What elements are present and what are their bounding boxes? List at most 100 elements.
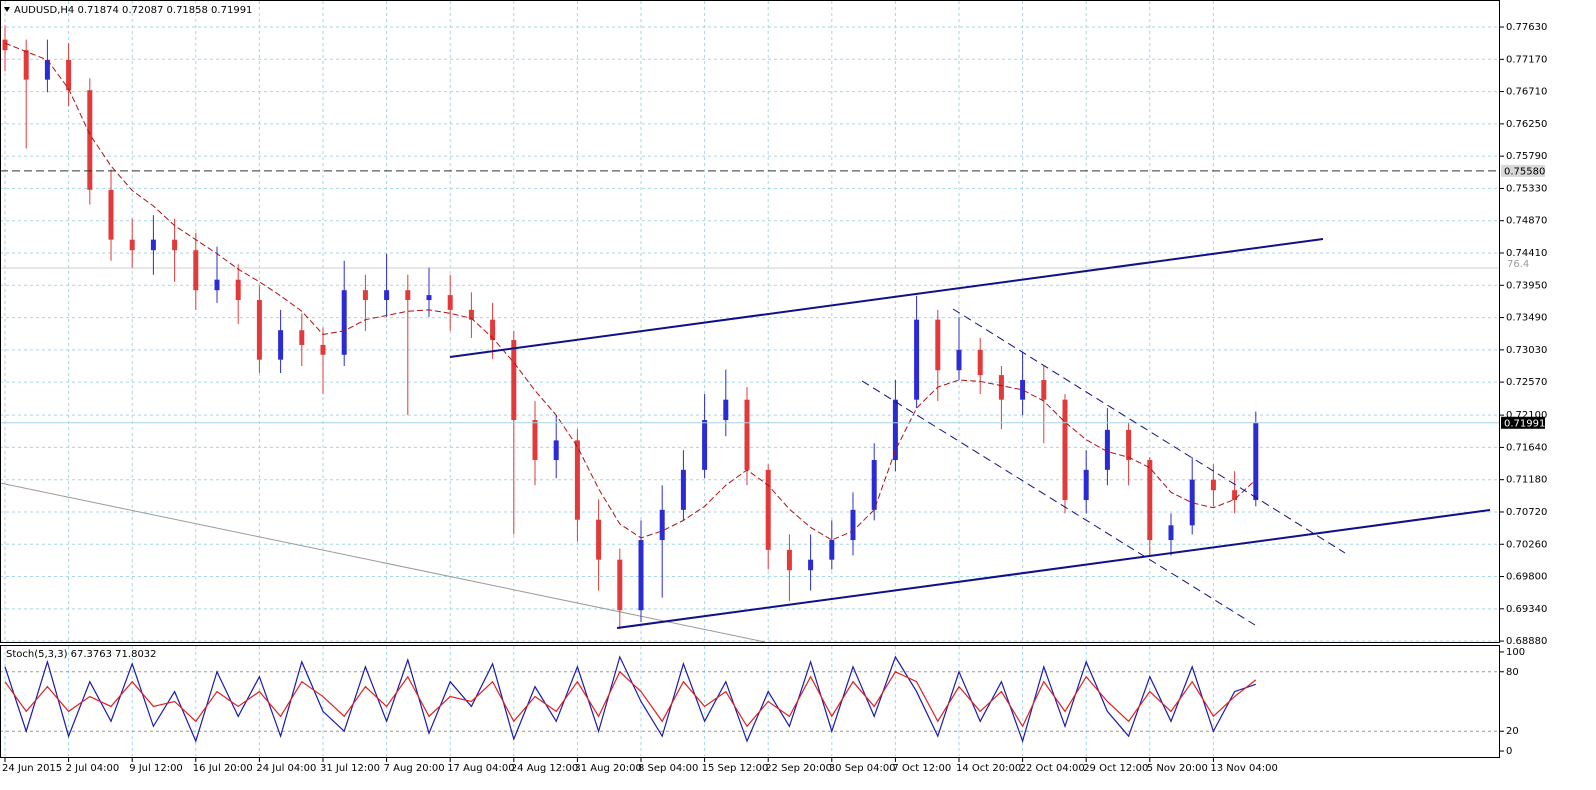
y-tick-label: 0.70260 bbox=[1506, 539, 1547, 550]
candle-body bbox=[1020, 380, 1026, 400]
candle-body bbox=[914, 319, 920, 400]
x-tick-label: 22 Sep 20:00 bbox=[765, 763, 832, 774]
x-tick-label: 7 Aug 20:00 bbox=[384, 763, 445, 774]
candle-body bbox=[193, 250, 199, 291]
y-tick-label: 0.72100 bbox=[1506, 410, 1547, 421]
x-tick-label: 7 Oct 12:00 bbox=[892, 763, 951, 774]
y-tick-label: 0.72570 bbox=[1506, 377, 1547, 388]
x-tick-label: 9 Jul 12:00 bbox=[129, 763, 183, 774]
candle-body bbox=[1253, 422, 1259, 501]
candle-body bbox=[87, 90, 93, 190]
candle-body bbox=[299, 330, 305, 345]
y-tick-label: 0.77170 bbox=[1506, 54, 1547, 65]
x-tick-label: 29 Oct 12:00 bbox=[1083, 763, 1148, 774]
candle-body bbox=[362, 290, 368, 301]
y-tick-label: 0.71180 bbox=[1506, 475, 1547, 486]
candle-body bbox=[1041, 380, 1047, 400]
price-label: 0.75580 bbox=[1504, 166, 1545, 177]
candle-body bbox=[490, 319, 496, 341]
candle-body bbox=[426, 295, 432, 301]
trend-line bbox=[0, 482, 766, 643]
y-tick-label: 0.75790 bbox=[1506, 151, 1547, 162]
candle-body bbox=[150, 239, 156, 251]
candle-body bbox=[447, 295, 453, 310]
x-tick-label: 5 Nov 20:00 bbox=[1147, 763, 1208, 774]
x-tick-label: 31 Aug 20:00 bbox=[574, 763, 641, 774]
candle-body bbox=[1062, 399, 1068, 501]
x-tick-label: 15 Sep 12:00 bbox=[702, 763, 769, 774]
candle-body bbox=[1126, 429, 1132, 461]
candle-body bbox=[23, 50, 29, 80]
candle-body bbox=[2, 39, 8, 51]
candle-body bbox=[1083, 469, 1089, 501]
x-tick-label: 22 Oct 04:00 bbox=[1020, 763, 1085, 774]
candle-body bbox=[956, 349, 962, 371]
candle-body bbox=[278, 330, 284, 360]
candle-body bbox=[702, 420, 708, 470]
candle-body bbox=[765, 469, 771, 550]
price-label-box bbox=[1501, 416, 1545, 429]
y-tick-label: 0.75330 bbox=[1506, 183, 1547, 194]
y-tick-label: 0.74870 bbox=[1506, 216, 1547, 227]
candle-body bbox=[172, 239, 178, 251]
y-tick-label: 0.69340 bbox=[1506, 604, 1547, 615]
x-tick-label: 14 Oct 20:00 bbox=[956, 763, 1021, 774]
y-tick-label: 0.73030 bbox=[1506, 345, 1547, 356]
y-tick-label: 0.69800 bbox=[1506, 572, 1547, 583]
candle-body bbox=[935, 319, 941, 371]
main-frame bbox=[0, 0, 1500, 643]
candle-body bbox=[320, 344, 326, 355]
x-tick-label: 16 Jul 20:00 bbox=[193, 763, 253, 774]
candle-body bbox=[1189, 479, 1195, 526]
candle-body bbox=[1232, 490, 1238, 501]
candle-body bbox=[680, 469, 686, 510]
candle-body bbox=[892, 399, 898, 461]
price-label: 0.71991 bbox=[1504, 418, 1545, 429]
candle-body bbox=[659, 509, 665, 541]
candle-body bbox=[1147, 460, 1153, 541]
indicator-header: Stoch(5,3,3) 67.3763 71.8032 bbox=[6, 649, 157, 660]
x-tick-label: 17 Aug 04:00 bbox=[447, 763, 514, 774]
candle-body bbox=[808, 559, 814, 571]
candle-body bbox=[744, 399, 750, 470]
indicator-line bbox=[4, 670, 1257, 728]
candle-body bbox=[786, 549, 792, 571]
candle-body bbox=[256, 300, 262, 360]
y-tick-label: 0.73490 bbox=[1506, 313, 1547, 324]
x-tick-label: 30 Sep 04:00 bbox=[829, 763, 896, 774]
candle-body bbox=[617, 559, 623, 611]
y-tick-label: 0.70720 bbox=[1506, 507, 1547, 518]
candle-body bbox=[1104, 429, 1110, 470]
candle-body bbox=[511, 340, 517, 421]
indicator-line bbox=[4, 655, 1256, 744]
y-tick-label: 20 bbox=[1506, 726, 1519, 737]
candle-body bbox=[1210, 479, 1216, 491]
y-tick-label: 100 bbox=[1506, 647, 1525, 658]
candle-body bbox=[574, 440, 580, 520]
y-tick-label: 0.73950 bbox=[1506, 280, 1547, 291]
candle-body bbox=[341, 290, 347, 355]
candle-body bbox=[235, 279, 241, 301]
sub-frame bbox=[0, 645, 1500, 758]
candle-body bbox=[384, 290, 390, 301]
candle-body bbox=[405, 290, 411, 301]
menu-triangle[interactable] bbox=[4, 7, 10, 12]
candle-body bbox=[44, 60, 50, 80]
candle-body bbox=[871, 460, 877, 510]
candle-body bbox=[998, 375, 1004, 400]
candle-body bbox=[638, 540, 644, 611]
candle-body bbox=[850, 509, 856, 541]
channel-lower bbox=[616, 509, 1491, 629]
candle-body bbox=[596, 519, 602, 560]
channel-upper bbox=[449, 238, 1324, 358]
symbol-header: AUDUSD,H4 0.71874 0.72087 0.71858 0.7199… bbox=[14, 5, 252, 16]
x-tick-label: 24 Jun 2015 bbox=[2, 763, 62, 774]
y-tick-label: 0.76710 bbox=[1506, 87, 1547, 98]
fibo-label: 76.4 bbox=[1507, 259, 1529, 270]
candle-body bbox=[1168, 525, 1174, 541]
channel-dashed bbox=[952, 308, 1346, 554]
x-tick-label: 13 Nov 04:00 bbox=[1210, 763, 1277, 774]
x-tick-label: 31 Jul 12:00 bbox=[320, 763, 380, 774]
